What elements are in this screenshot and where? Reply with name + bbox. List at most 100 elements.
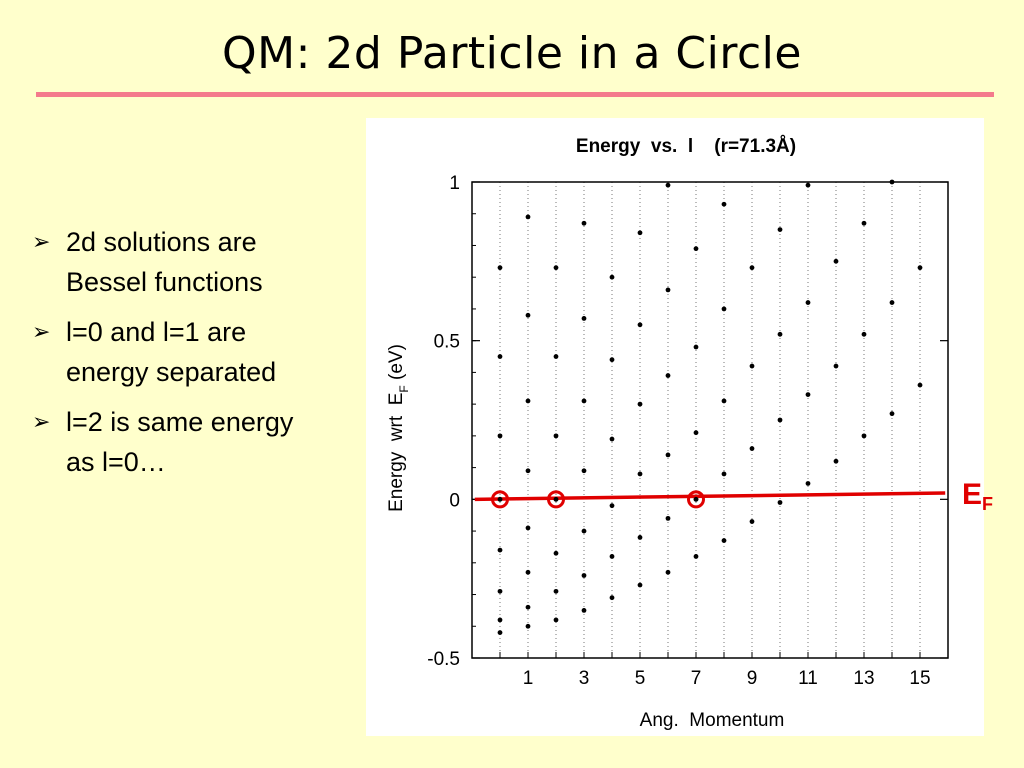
energy-level-point: [693, 344, 699, 350]
energy-level-point: [497, 547, 503, 553]
y-axis-label-unit: (eV): [386, 344, 407, 385]
energy-level-point: [581, 398, 587, 404]
bullet-line: l=0 and l=1 are: [66, 317, 247, 347]
slide-title: QM: 2d Particle in a Circle: [222, 28, 802, 79]
bullet-item: ➢ l=2 is same energy as l=0…: [32, 402, 362, 482]
energy-level-point: [805, 481, 811, 486]
bullet-line: l=2 is same energy: [66, 407, 294, 437]
fermi-level-line: [474, 491, 946, 502]
arrow-bullet-icon: ➢: [32, 229, 51, 254]
bullet-item: ➢ 2d solutions are Bessel functions: [32, 222, 362, 302]
title-divider: [36, 92, 994, 97]
energy-level-point: [497, 354, 503, 359]
energy-level-point: [637, 230, 643, 236]
energy-level-point: [665, 569, 671, 575]
energy-level-point: [777, 227, 783, 232]
bullet-line: as l=0…: [66, 447, 166, 477]
energy-level-point: [525, 604, 531, 610]
y-tick-label: 0: [449, 490, 460, 511]
energy-chart-svg: Energy vs. l (r=71.3Å) Ang. Momentum Ene…: [386, 136, 949, 731]
x-tick-label: 13: [853, 668, 874, 689]
energy-level-point: [497, 265, 503, 271]
fermi-point-marker: [491, 490, 509, 509]
energy-level-point: [609, 554, 615, 559]
energy-level-point: [553, 265, 559, 271]
energy-level-point: [497, 433, 503, 439]
energy-level-point: [665, 287, 671, 293]
energy-level-point: [609, 503, 615, 509]
bullet-line: 2d solutions are: [66, 227, 257, 257]
energy-level-point: [497, 630, 503, 636]
energy-level-point: [917, 382, 923, 388]
energy-level-point: [749, 363, 755, 369]
energy-level-point: [637, 582, 643, 588]
plot-frame: [471, 181, 949, 659]
y-axis-label: Energy wrt EF (eV): [386, 344, 411, 512]
energy-level-point: [889, 411, 895, 417]
energy-level-point: [553, 354, 559, 359]
energy-level-point: [637, 322, 643, 328]
energy-chart: Energy vs. l (r=71.3Å) Ang. Momentum Ene…: [366, 118, 984, 736]
energy-level-point: [609, 595, 615, 601]
energy-level-point: [777, 500, 783, 505]
energy-level-point: [637, 401, 643, 407]
fermi-level-label: EF: [962, 478, 993, 515]
energy-level-point: [833, 258, 839, 264]
energy-level-point: [525, 525, 531, 531]
energy-level-point: [553, 588, 559, 594]
x-tick-label: 11: [798, 668, 818, 689]
y-tick-label: -0.5: [427, 649, 460, 670]
y-axis-label-main: Energy wrt E: [386, 393, 407, 512]
energy-level-point: [581, 220, 587, 226]
energy-level-point: [665, 515, 671, 521]
chart-title: Energy vs. l (r=71.3Å): [576, 136, 796, 157]
energy-level-point: [553, 617, 559, 623]
energy-level-point: [805, 300, 811, 305]
energy-level-point: [525, 214, 531, 220]
energy-level-point: [497, 617, 503, 623]
energy-level-point: [693, 430, 699, 436]
energy-level-point: [665, 182, 671, 188]
energy-level-point: [861, 331, 867, 337]
energy-level-point: [497, 588, 503, 594]
energy-level-point: [665, 373, 671, 378]
energy-level-point: [581, 528, 587, 534]
fermi-point-dot: [553, 496, 559, 502]
energy-level-point: [693, 246, 699, 252]
energy-level-point: [553, 433, 559, 439]
energy-level-point: [889, 300, 895, 305]
x-tick-label: 5: [635, 668, 646, 689]
fermi-label-main: E: [962, 478, 983, 511]
y-axis-label-sub: F: [397, 385, 411, 392]
energy-level-point: [609, 274, 615, 280]
energy-level-point: [525, 623, 531, 629]
energy-level-point: [581, 316, 587, 321]
plot-area: 10.50-0.51 3 5 7 9 11 13 15: [427, 173, 949, 689]
x-tick-label: 7: [691, 668, 702, 689]
fermi-point-dot: [497, 496, 503, 502]
energy-level-point: [609, 436, 615, 442]
x-tick-label: 15: [909, 668, 930, 689]
energy-level-point: [917, 265, 923, 271]
fermi-label-sub: F: [982, 494, 994, 514]
energy-level-point: [861, 433, 867, 439]
energy-level-point: [637, 471, 643, 477]
x-tick-label: 9: [747, 668, 758, 689]
y-tick-label: 0.5: [434, 332, 460, 353]
energy-level-point: [749, 265, 755, 271]
energy-level-point: [637, 535, 643, 540]
energy-level-point: [749, 519, 755, 524]
energy-level-point: [581, 608, 587, 613]
energy-level-point: [805, 392, 811, 398]
energy-level-point: [525, 312, 531, 318]
energy-level-point: [749, 446, 755, 451]
energy-level-point: [553, 550, 559, 556]
x-tick-label: 3: [579, 668, 590, 689]
energy-level-point: [665, 452, 671, 458]
energy-level-point: [721, 201, 727, 207]
bullet-line: Bessel functions: [66, 267, 263, 297]
energy-level-point: [693, 554, 699, 559]
energy-level-point: [525, 398, 531, 404]
fermi-point-marker: [547, 490, 565, 509]
arrow-bullet-icon: ➢: [32, 319, 51, 344]
